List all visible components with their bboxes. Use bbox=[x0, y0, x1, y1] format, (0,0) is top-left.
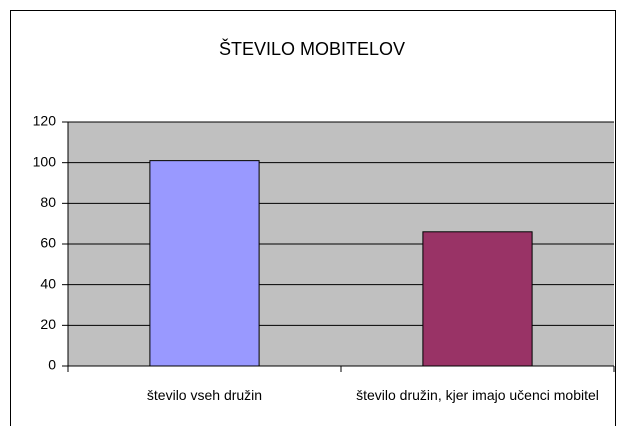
y-tick-label: 100 bbox=[33, 153, 57, 169]
bar bbox=[149, 160, 260, 367]
x-tick-label: število vseh družin bbox=[146, 387, 263, 403]
y-tick-label: 40 bbox=[40, 275, 56, 291]
chart-title: ŠTEVILO MOBITELOV bbox=[219, 38, 405, 59]
y-tick-label: 20 bbox=[40, 316, 56, 332]
bar bbox=[422, 231, 533, 367]
y-tick-label: 80 bbox=[40, 194, 56, 210]
y-tick-label: 120 bbox=[33, 113, 57, 129]
x-tick-label: število družin, kjer imajo učenci mobite… bbox=[356, 387, 599, 403]
y-tick-label: 60 bbox=[40, 235, 56, 251]
y-tick-label: 0 bbox=[48, 357, 56, 373]
